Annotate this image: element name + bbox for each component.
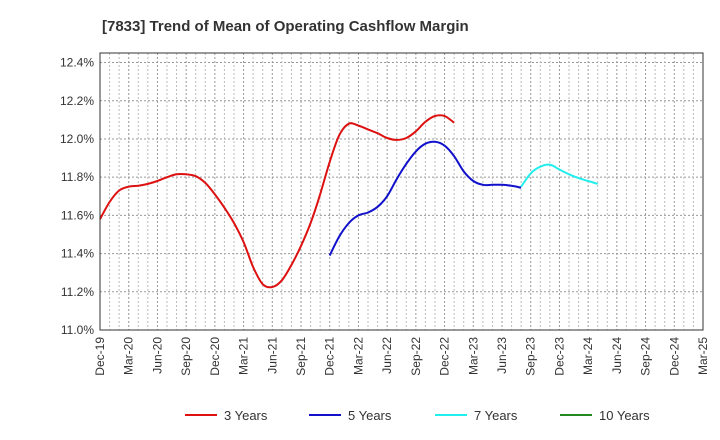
- x-tick-label: Dec-19: [93, 337, 107, 376]
- x-axis: Dec-19 Mar-20 Jun-20 Sep-20 Dec-20 Mar-21 Jun-…: [93, 337, 710, 376]
- legend-label: 5 Years: [348, 408, 392, 423]
- x-tick-label: Mar-21: [237, 337, 251, 375]
- y-tick-label: 12.4%: [60, 56, 94, 70]
- x-tick-label: Dec-22: [438, 337, 452, 376]
- x-tick-label: Dec-24: [667, 337, 681, 376]
- x-tick-label: Mar-22: [351, 337, 365, 375]
- x-tick-label: Dec-23: [552, 337, 566, 376]
- grid: [99, 53, 704, 331]
- x-tick-label: Jun-21: [265, 337, 279, 374]
- legend-label: 3 Years: [224, 408, 268, 423]
- y-tick-label: 11.2%: [61, 285, 94, 299]
- y-tick-label: 11.8%: [61, 170, 94, 184]
- legend-label: 7 Years: [474, 408, 518, 423]
- chart-title: [7833] Trend of Mean of Operating Cashfl…: [102, 18, 469, 35]
- x-tick-label: Sep-23: [524, 337, 538, 376]
- x-tick-label: Jun-24: [610, 337, 624, 374]
- x-tick-label: Jun-20: [150, 337, 164, 374]
- x-tick-label: Mar-25: [696, 337, 710, 375]
- legend-label: 10 Years: [599, 408, 650, 423]
- x-tick-label: Jun-23: [495, 337, 509, 374]
- x-tick-label: Sep-21: [294, 337, 308, 376]
- plot-area: [99, 52, 704, 331]
- x-tick-label: Jun-22: [380, 337, 394, 374]
- x-tick-label: Sep-24: [639, 337, 653, 376]
- y-tick-label: 11.4%: [61, 247, 94, 261]
- y-tick-label: 11.0%: [61, 323, 94, 337]
- y-axis: 11.0% 11.2% 11.4% 11.6% 11.8% 12.0% 12.2% 12.4%: [60, 56, 94, 337]
- x-tick-label: Sep-20: [179, 337, 193, 376]
- series-line-5-years: [328, 140, 522, 256]
- x-tick-label: Mar-20: [122, 337, 136, 375]
- legend: 3 Years 5 Years 7 Years 10 Years: [185, 408, 650, 423]
- series-line-7-years: [520, 163, 598, 188]
- y-tick-label: 12.2%: [60, 94, 94, 108]
- y-tick-label: 12.0%: [60, 132, 94, 146]
- series-lines: [99, 114, 598, 289]
- y-tick-label: 11.6%: [61, 208, 94, 222]
- x-tick-label: Mar-23: [466, 337, 480, 375]
- x-tick-label: Mar-24: [581, 337, 595, 375]
- series-line-3-years: [99, 114, 455, 289]
- x-tick-label: Dec-20: [208, 337, 222, 376]
- x-tick-label: Sep-22: [409, 337, 423, 376]
- x-tick-label: Dec-21: [323, 337, 337, 376]
